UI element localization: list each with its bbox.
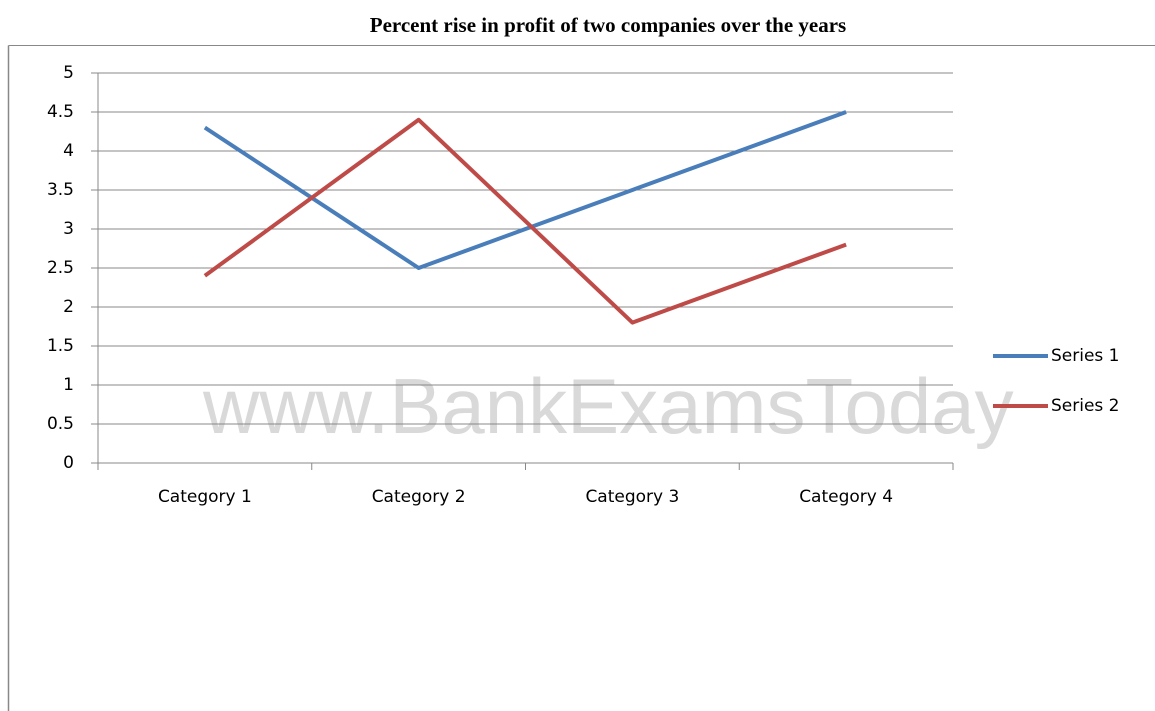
y-tick-label: 0.5: [47, 414, 74, 434]
y-tick-label: 2: [63, 297, 74, 317]
y-tick-label: 1: [63, 375, 74, 395]
y-tick-label: 3: [63, 219, 74, 239]
y-tick-label: 4: [63, 141, 74, 161]
y-tick-label: 3.5: [47, 180, 74, 200]
legend-label: Series 2: [1051, 396, 1120, 416]
y-tick-label: 0: [63, 453, 74, 473]
chart-title: Percent rise in profit of two companies …: [370, 13, 846, 37]
y-tick-label: 2.5: [47, 258, 74, 278]
series-line: [203, 117, 847, 325]
y-tick-label: 5: [63, 63, 74, 83]
legend-label: Series 1: [1051, 346, 1120, 366]
x-tick-label: Category 3: [585, 487, 679, 507]
y-tick-label: 1.5: [47, 336, 74, 356]
y-tick-label: 4.5: [47, 102, 74, 122]
x-tick-label: Category 4: [799, 487, 893, 507]
watermark: www.BankExamsToday: [202, 362, 1014, 450]
x-tick-label: Category 1: [158, 487, 252, 507]
x-tick-label: Category 2: [372, 487, 466, 507]
